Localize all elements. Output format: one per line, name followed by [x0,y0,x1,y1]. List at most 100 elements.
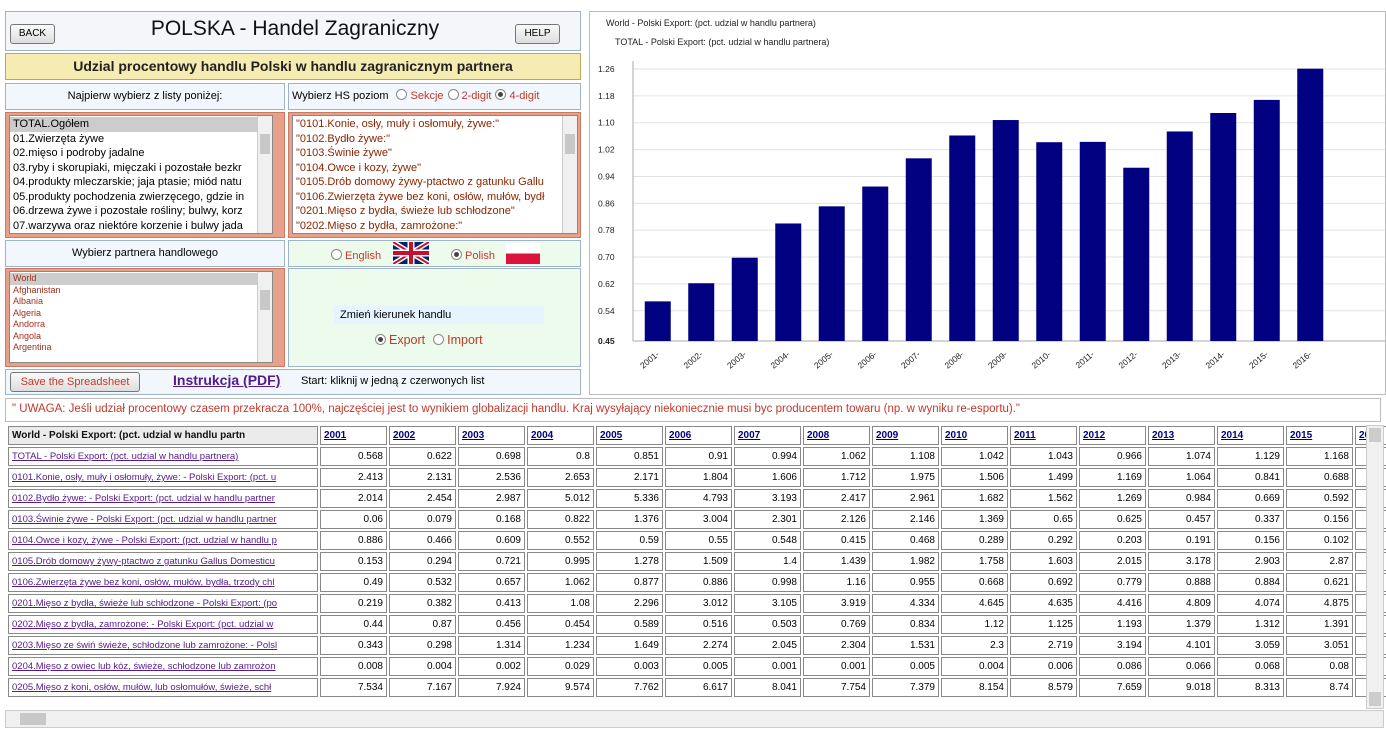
cell-value: 3.051 [1286,636,1353,655]
year-header[interactable]: 2007 [734,426,801,445]
hs-level-option[interactable]: Sekcje [410,90,444,102]
row-label[interactable]: 0106.Zwierzęta żywe bez koni, osłów, muł… [8,573,318,592]
x-tick-label: 2010- [1029,349,1052,371]
row-label[interactable]: TOTAL - Polski Export: (pct. udzial w ha… [8,447,318,466]
row-label[interactable]: 0102.Bydło żywe: - Polski Export: (pct. … [8,489,318,508]
year-header[interactable]: 2006 [665,426,732,445]
cell-value: 1.043 [1010,447,1077,466]
bar [775,223,802,341]
section-item[interactable]: 05.produkty pochodzenia zwierzęcego, gdz… [13,190,245,203]
chart-subtitle: TOTAL - Polski Export: (pct. udzial w ha… [615,37,829,47]
year-header[interactable]: 2010 [941,426,1008,445]
direction-option[interactable]: Import [447,333,483,347]
radio[interactable] [375,334,386,345]
code-item[interactable]: "0102.Bydło żywe:" [296,132,391,145]
row-label[interactable]: 0205.Mięso z koni, osłów, mułów, lub osł… [8,678,318,697]
hscroll-thumb[interactable] [20,713,46,725]
language-option[interactable]: Polish [451,249,495,262]
language-label[interactable]: Polish [465,250,495,262]
code-item[interactable]: "0105.Drób domowy żywy-ptactwo z gatunku… [296,176,544,188]
partner-item[interactable]: Andorra [13,319,46,329]
help-button[interactable]: HELP [515,24,560,44]
bar [905,158,932,341]
vscroll[interactable] [562,116,577,233]
partner-item[interactable]: Angola [13,330,42,341]
partner-item[interactable]: Albania [13,296,44,306]
radio[interactable] [331,249,342,260]
back-button[interactable]: BACK [10,24,55,44]
bar [1036,142,1063,341]
scroll-thumb[interactable] [565,134,575,154]
row-label[interactable]: 0105.Drób domowy żywy-ptactwo z gatunku … [8,552,318,571]
code-item[interactable]: "0104.Owce i kozy, żywe" [296,161,421,174]
row-label[interactable]: 0203.Mięso ze świń świeże, schłodzone lu… [8,636,318,655]
radio[interactable] [396,89,408,100]
partner-item[interactable]: Algeria [13,307,42,318]
radio[interactable] [433,334,445,345]
table-vscroll[interactable] [1366,425,1384,709]
vscroll[interactable] [257,116,272,233]
year-header[interactable]: 2008 [803,426,870,445]
radio[interactable] [447,89,459,100]
cell-value: 1.193 [1079,615,1146,634]
row-label[interactable]: 0202.Mięso z bydła, zamrożone: - Polski … [8,615,318,634]
language-option[interactable]: English [331,249,381,262]
radio[interactable] [495,89,507,100]
year-header[interactable]: 2011 [1010,426,1077,445]
section-item[interactable]: 02.mięso i podroby jadalne [13,147,145,159]
year-header[interactable]: 2005 [596,426,663,445]
year-header[interactable]: 2001 [320,426,387,445]
cell-value: 8.313 [1217,678,1284,697]
code-item[interactable]: "0106.Zwierzęta żywe bez koni, osłów, mu… [296,190,545,203]
section-item[interactable]: 03.ryby i skorupiaki, mięczaki i pozosta… [13,161,242,174]
year-header[interactable]: 2013 [1148,426,1215,445]
year-header[interactable]: 2012 [1079,426,1146,445]
scroll-up[interactable] [1369,428,1381,442]
year-header[interactable]: 2009 [872,426,939,445]
code-item[interactable]: "0103.Świnie żywe" [296,147,392,159]
cell-value: 2.961 [872,489,939,508]
year-header[interactable]: 2004 [527,426,594,445]
x-tick-label: 2016- [1290,349,1313,371]
cell-value: 0.454 [527,615,594,634]
section-item[interactable]: 04.produkty mleczarskie; jaja ptasie; mi… [13,176,242,188]
row-label[interactable]: 0201.Mięso z bydła, świeże lub schłodzon… [8,594,318,613]
row-label[interactable]: 0103.Świnie żywe - Polski Export: (pct. … [8,510,318,529]
year-header[interactable]: 2015 [1286,426,1353,445]
section-item[interactable]: TOTAL.Ogółem [10,117,258,132]
hs-level-option[interactable]: 4-digit [509,90,540,102]
uk-flag[interactable] [393,242,429,264]
year-header[interactable]: 2003 [458,426,525,445]
row-label[interactable]: 0101.Konie, osły, muły i osłomuły, żywe:… [8,468,318,487]
vscroll[interactable] [257,272,272,362]
direction-option[interactable]: Export [389,333,426,347]
save-button[interactable]: Save the Spreadsheet [10,372,140,392]
year-header[interactable]: 2002 [389,426,456,445]
manual-link[interactable]: Instrukcja (PDF) [173,372,281,388]
pl-flag[interactable] [506,243,540,264]
year-header[interactable]: 2014 [1217,426,1284,445]
code-item[interactable]: "0101.Konie, osły, muły i osłomuły, żywe… [296,118,500,130]
partner-item[interactable]: World [10,273,258,285]
partner-item[interactable]: Argentina [13,342,52,352]
hs-level-option[interactable]: 2-digit [461,90,492,102]
code-item[interactable]: "0202.Mięso z bydła, zamrożone:" [296,219,463,232]
radio[interactable] [451,249,462,260]
cell-value: 2.87 [1286,552,1353,571]
language-label[interactable]: English [345,250,382,262]
scroll-thumb[interactable] [260,134,270,154]
row-label[interactable]: 0204.Mięso z owiec lub kóz, świeże, schł… [8,657,318,676]
cell-value: 5.012 [527,489,594,508]
cell-value: 0.153 [320,552,387,571]
section-item[interactable]: 06.drzewa żywe i pozostałe rośliny; bulw… [13,205,243,217]
section-item[interactable]: 07.warzywa oraz niektóre korzenie i bulw… [13,219,243,232]
scroll-thumb[interactable] [260,290,270,310]
row-label[interactable]: 0104.Owce i kozy, żywe - Polski Export: … [8,531,318,550]
section-item[interactable]: 01.Zwierzęta żywe [13,132,105,145]
partner-item[interactable]: Afghanistan [13,284,61,295]
table-hscroll[interactable] [5,710,1384,728]
scroll-down[interactable] [1369,692,1381,706]
code-item[interactable]: "0201.Mięso z bydła, świeże lub schłodzo… [296,205,515,217]
cell-value: 4.875 [1286,594,1353,613]
cell-value: 0.548 [734,531,801,550]
